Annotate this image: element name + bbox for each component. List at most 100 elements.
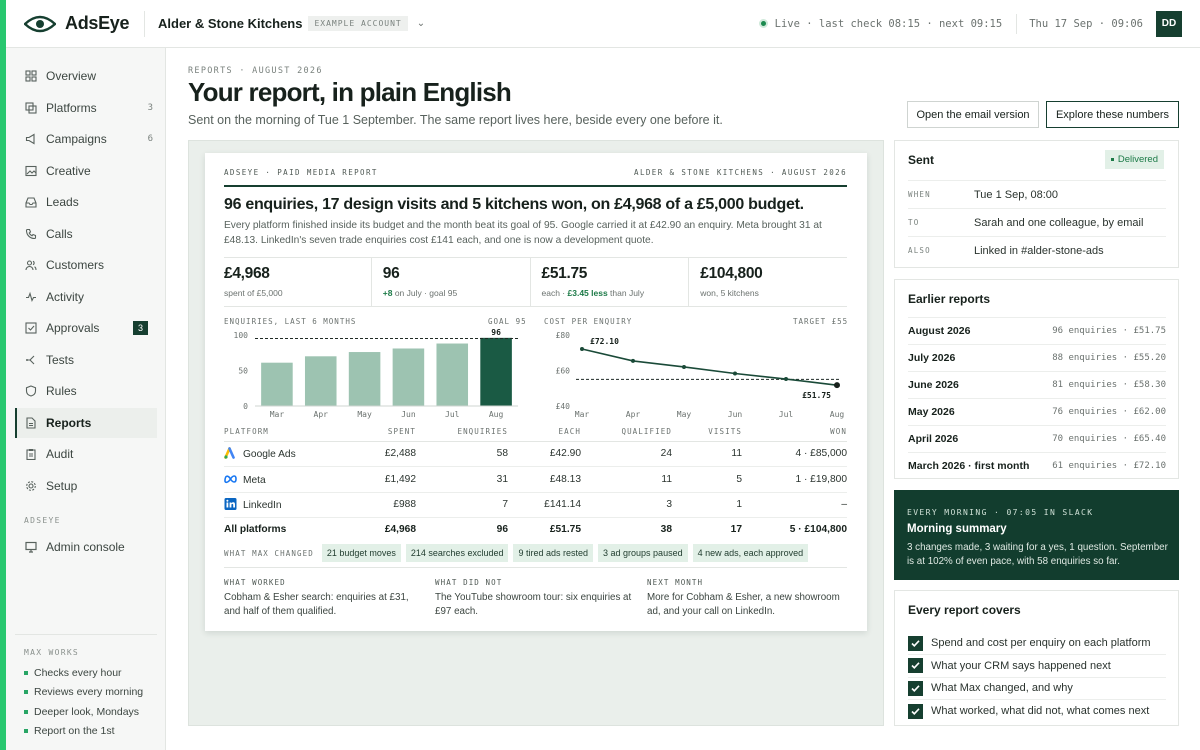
cell-each: £48.13 [508, 466, 581, 493]
admin-section-label: ADSEYE [24, 516, 61, 525]
sidebar-item-tests[interactable]: Tests [15, 345, 157, 375]
sidebar-item-rules[interactable]: Rules [15, 376, 157, 406]
sidebar-item-customers[interactable]: Customers [15, 250, 157, 280]
platform-table: PLATFORM SPENT ENQUIRIES EACH QUALIFIED … [224, 423, 847, 542]
data-point-apr [631, 358, 635, 363]
cell-enquiries: 58 [416, 441, 508, 467]
earlier-report-row[interactable]: April 2026 70 enquiries · £65.40 [908, 425, 1166, 452]
earlier-report-row[interactable]: June 2026 81 enquiries · £58.30 [908, 371, 1166, 398]
sidebar-item-label: Setup [46, 478, 78, 493]
cell-qualified: 38 [660, 524, 672, 536]
earlier-report-row[interactable]: August 2026 96 enquiries · £51.75 [908, 317, 1166, 344]
sidebar-item-leads[interactable]: Leads [15, 187, 157, 217]
earlier-report-stats: 81 enquiries · £58.30 [1052, 380, 1166, 390]
nav-admin-console[interactable]: Admin console [15, 532, 157, 562]
what-worked-body: Cobham & Esher search: enquiries at £31,… [224, 592, 409, 617]
cell-visits: 17 [730, 524, 742, 536]
sidebar-item-label: Campaigns [46, 132, 107, 146]
brand-logo[interactable]: AdsEye [24, 13, 136, 34]
kpi-sub: each · £3.45 less than July [542, 288, 689, 298]
report-rule [224, 185, 847, 187]
y-tick-label: £40 [556, 402, 571, 411]
bar-aug [480, 337, 512, 406]
morning-summary-card: EVERY MORNING · 07:05 IN SLACK Morning s… [894, 490, 1179, 580]
gear-icon [25, 480, 37, 492]
chevron-down-icon[interactable]: ⌄ [416, 18, 426, 29]
y-tick-label: £80 [556, 331, 571, 340]
earlier-report-row[interactable]: March 2026 · first month 61 enquiries · £… [908, 452, 1166, 479]
sent-row-also: ALSO Linked in #alder-stone-ads [908, 236, 1166, 264]
table-row[interactable]: Meta £1,492 31 £48.13 11 5 1 · £19,800 [224, 466, 847, 493]
kpi-won: £104,800 won, 5 kitchens [688, 258, 847, 306]
cell-qualified: 11 [581, 466, 672, 493]
live-status: Live · last check 08:15 · next 09:15 [758, 18, 1002, 30]
sent-title: Sent [908, 153, 935, 167]
kpi-enquiries: 96 +8 on July · goal 95 [370, 258, 530, 306]
kpi-cost-per-enquiry: £51.75 each · £3.45 less than July [529, 258, 689, 306]
sidebar-item-approvals[interactable]: Approvals 3 [15, 313, 157, 343]
sent-value: Tue 1 Sep, 08:00 [974, 188, 1058, 201]
table-row[interactable]: Google Ads £2,488 58 £42.90 24 11 4 · £8… [224, 441, 847, 467]
sidebar-item-label: Calls [46, 226, 73, 241]
open-email-button[interactable]: Open the email version [907, 101, 1039, 128]
cover-item: What worked, what did not, what comes ne… [908, 700, 1166, 723]
sidebar-item-label: Creative [46, 163, 91, 178]
cell-spent: £4,968 [384, 524, 416, 536]
sent-row-when: WHEN Tue 1 Sep, 08:00 [908, 180, 1166, 208]
checkbox-checked-icon [908, 703, 923, 719]
sidebar-item-platforms[interactable]: Platforms 3 [15, 93, 157, 123]
x-tick-label: Apr [314, 410, 329, 419]
earlier-report-month: April 2026 [908, 433, 959, 445]
report-lede: Every platform finished inside its budge… [224, 220, 822, 246]
sidebar-item-setup[interactable]: Setup [15, 471, 157, 501]
sidebar-item-campaigns[interactable]: Campaigns 6 [15, 124, 157, 154]
col-qualified: QUALIFIED [581, 423, 672, 442]
line-chart-title: COST PER ENQUIRY [544, 317, 633, 326]
table-row[interactable]: LinkedIn £988 7 £141.14 3 1 – [224, 492, 847, 518]
cover-item: What Max changed, and why [908, 677, 1166, 700]
sidebar-item-activity[interactable]: Activity [15, 282, 157, 312]
earlier-report-month: May 2026 [908, 406, 955, 418]
table-total-row: All platforms £4,968 96 £51.75 38 17 5 ·… [224, 518, 847, 542]
earlier-report-stats: 76 enquiries · £62.00 [1052, 407, 1166, 417]
sidebar-item-creative[interactable]: Creative [15, 156, 157, 186]
cell-won: 1 · £19,800 [742, 466, 847, 493]
account-name[interactable]: Alder & Stone Kitchens [158, 16, 303, 31]
cell-enquiries: 7 [416, 492, 508, 518]
sidebar-item-overview[interactable]: Overview [15, 61, 157, 91]
sidebar-item-reports[interactable]: Reports [15, 407, 157, 438]
data-label: £72.10 [590, 337, 619, 346]
sidebar-item-label: Customers [46, 258, 105, 272]
activity-icon [25, 291, 37, 303]
google-ads-icon [224, 447, 237, 460]
users-icon [25, 259, 37, 271]
sidebar-item-calls[interactable]: Calls [15, 219, 157, 249]
platform-name: LinkedIn [243, 500, 282, 512]
sidebar-item-label: Overview [46, 69, 97, 83]
live-dot-icon [758, 19, 768, 28]
explore-numbers-button[interactable]: Explore these numbers [1046, 101, 1179, 128]
nav-label: Admin console [46, 540, 125, 554]
earlier-report-row[interactable]: July 2026 88 enquiries · £55.20 [908, 344, 1166, 371]
next-month-title: NEXT MONTH [647, 578, 704, 587]
earlier-report-row[interactable]: May 2026 76 enquiries · £62.00 [908, 398, 1166, 425]
bar-may [348, 352, 381, 406]
covers-panel: Every report covers Spend and cost per e… [894, 590, 1179, 726]
image-icon [25, 165, 37, 177]
earlier-report-month: July 2026 [908, 352, 956, 364]
count-badge: 6 [147, 134, 153, 144]
kpi-sub: spent of £5,000 [224, 288, 371, 298]
what-worked-title: WHAT WORKED [224, 578, 286, 587]
y-tick-label: 0 [243, 402, 248, 411]
avatar[interactable]: DD [1156, 10, 1182, 37]
total-label: All platforms [224, 524, 287, 536]
sidebar-item-audit[interactable]: Audit [15, 439, 157, 469]
x-tick-label: Aug [830, 410, 845, 419]
kpi-sub-delta: £3.45 less [567, 288, 608, 298]
platform-name: Meta [243, 474, 266, 486]
bar-mar [261, 362, 293, 406]
sent-value: Linked in #alder-stone-ads [974, 244, 1104, 257]
divider [224, 567, 847, 568]
col-platform: PLATFORM [224, 423, 374, 442]
data-point-may [682, 364, 686, 369]
